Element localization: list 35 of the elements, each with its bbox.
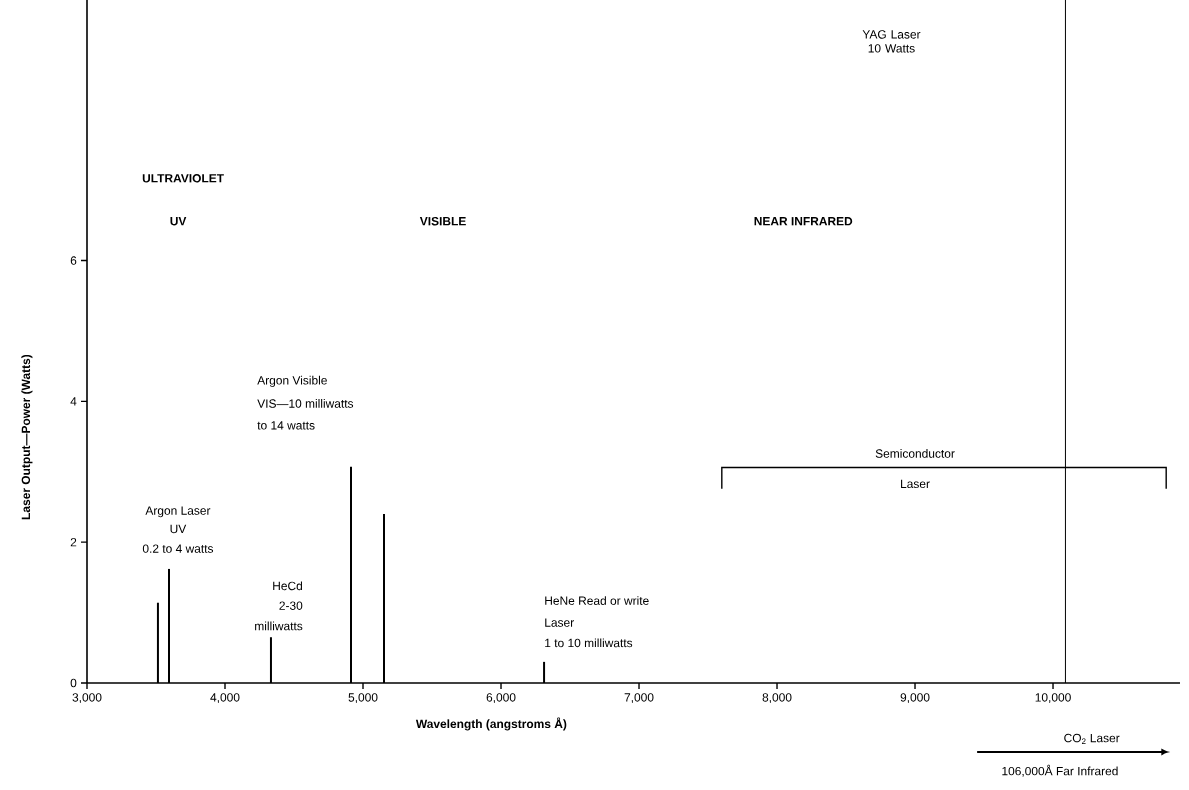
text: CO$_{2}$ Laser [1064, 733, 1120, 744]
annotation: VIS—10 milliwatts [257, 399, 354, 408]
x-tick-label: 6,000 [486, 693, 516, 704]
annotation: Argon Visible [257, 375, 327, 387]
y-tick-label: 0 [70, 678, 77, 688]
annotation: ULTRAVIOLET [142, 174, 224, 183]
x-tick-label: 7,000 [624, 693, 654, 704]
annotation: Laser [545, 618, 574, 627]
annotation: UV [170, 217, 187, 226]
x-tick-label: 4,000 [210, 693, 240, 704]
x-tick-label: 9,000 [900, 693, 930, 704]
annotation: NEAR INFRARED [754, 217, 853, 226]
annotation: milliwatts [255, 621, 303, 631]
ref-line-label: YAG Laser 10 Watts [862, 30, 921, 53]
y-axis-title: Laser Output—Power (Watts) [21, 354, 33, 520]
y-tick-label: 2 [70, 538, 77, 547]
x-tick-label: 10,000 [1035, 693, 1071, 704]
x-tick-label: 3,000 [72, 693, 102, 704]
x-tick-label: 8,000 [762, 693, 792, 704]
annotation: 2-30 [279, 601, 303, 610]
annotation: VISIBLE [419, 216, 466, 226]
annotation: 0.2 to 4 watts [142, 544, 214, 553]
annotation: Laser [901, 479, 930, 489]
y-tick-label: 4 [70, 397, 77, 406]
text: 106,000Å Far Infrared [1002, 764, 1118, 777]
annotation: 1 to 10 milliwatts [545, 638, 633, 648]
annotation: UV [170, 524, 187, 534]
annotation: to 14 watts [257, 421, 315, 430]
annotation: Argon Laser [145, 506, 211, 518]
annotation: HeCd [273, 581, 302, 591]
y-tick-label: 6 [70, 256, 77, 265]
annotation: Semiconductor [875, 449, 955, 458]
x-axis-title: Wavelength (angstroms Å) [415, 717, 567, 731]
x-tick-label: 5,000 [348, 693, 378, 704]
annotation: HeNe Read or write [545, 596, 649, 605]
